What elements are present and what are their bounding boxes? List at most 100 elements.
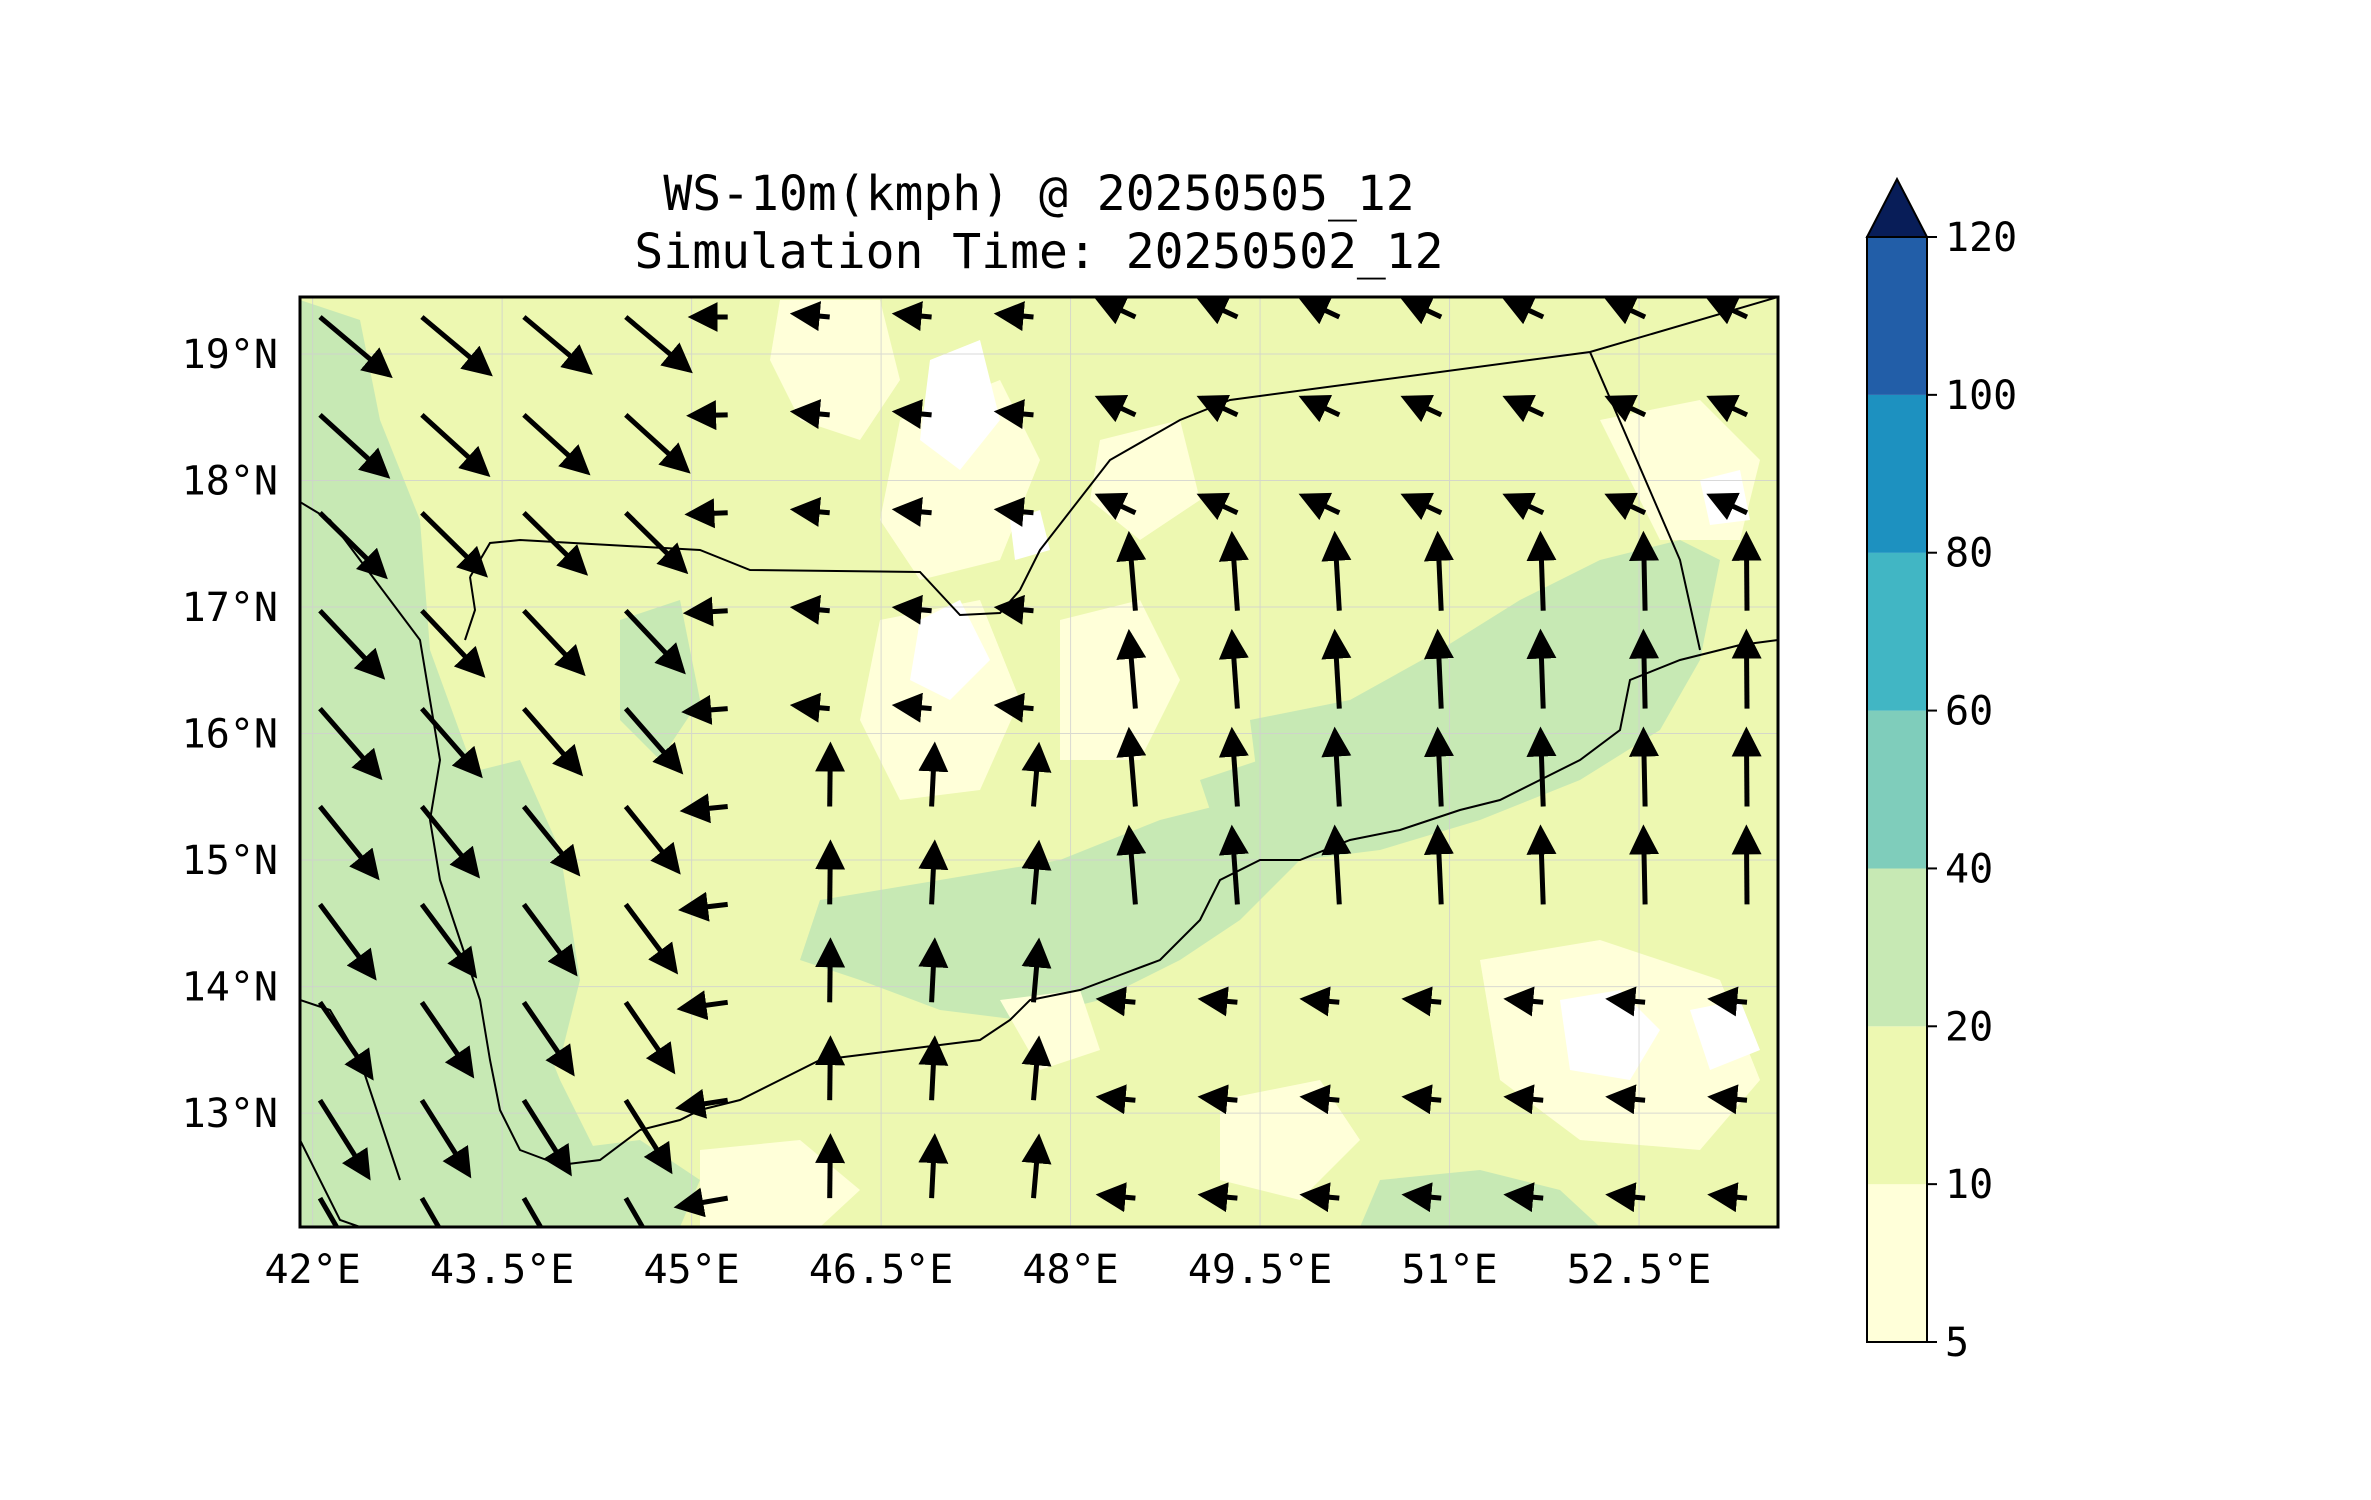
wind-arrow [789, 399, 830, 429]
wind-arrow [1605, 986, 1646, 1017]
wind-arrow [317, 1196, 340, 1227]
colorbar-label: 100 [1945, 373, 2017, 419]
wind-arrow [317, 902, 377, 981]
wind-arrow [1731, 824, 1762, 905]
map-area [300, 297, 1778, 1227]
wind-arrow [993, 301, 1034, 332]
colorbar-band [1867, 710, 1927, 869]
map-title: WS-10m(kmph) @ 20250505_12 [663, 166, 1415, 222]
wind-arrow [918, 839, 949, 905]
wind-arrow [918, 1035, 949, 1101]
wind-arrow [522, 706, 584, 777]
wind-arrow [522, 413, 591, 476]
wind-arrow [522, 511, 589, 576]
wind-arrow [318, 315, 393, 379]
wind-arrow [1526, 726, 1557, 807]
wind-arrow [1021, 1133, 1052, 1199]
x-tick-label: 48°E [1022, 1247, 1118, 1293]
wind-arrow [1321, 530, 1352, 611]
x-tick-label: 51°E [1401, 1247, 1497, 1293]
wind-arrow [1503, 1182, 1544, 1213]
wind-arrow [1196, 492, 1239, 521]
wind-arrow [624, 413, 691, 474]
wind-arrow [623, 804, 681, 875]
colorbar-band [1867, 394, 1927, 553]
wind-arrow [1218, 628, 1249, 709]
wind-arrow [1197, 986, 1238, 1017]
colorbar-band [1867, 237, 1927, 395]
wind-arrow [1604, 297, 1647, 325]
wind-arrow [1021, 1035, 1052, 1101]
wind-arrow [1299, 1182, 1340, 1213]
wind-arrow [815, 741, 846, 807]
x-tick-label: 45°E [643, 1247, 739, 1293]
wind-arrow [419, 1000, 475, 1079]
wind-arrow [623, 902, 679, 975]
y-tick-label: 17°N [182, 585, 278, 631]
x-axis-ticks: 42°E 43.5°E 45°E 46.5°E 48°E 49.5°E 51°E 52.5°E [264, 1247, 1711, 1293]
wind-arrow [420, 413, 491, 478]
colorbar-label: 10 [1945, 1162, 1993, 1208]
wind-arrow [1021, 839, 1052, 905]
wind-arrow [891, 692, 932, 723]
colorbar-band [1867, 1184, 1927, 1342]
wind-arrow [521, 1000, 575, 1077]
wind-arrow [993, 594, 1034, 625]
wind-arrow [682, 596, 728, 627]
wind-arrow [681, 694, 728, 725]
wind-arrow [1197, 1182, 1238, 1213]
colorbar-band [1867, 868, 1927, 1027]
wind-arrow [1197, 1084, 1238, 1115]
wind-arrow [420, 706, 483, 779]
wind-arrow [1116, 530, 1147, 611]
wind-arrow [1298, 394, 1341, 423]
y-tick-label: 18°N [182, 458, 278, 504]
wind-arrow [521, 804, 581, 877]
wind-arrow [1321, 824, 1352, 905]
wind-arrow [1095, 986, 1136, 1017]
wind-arrow [891, 301, 932, 332]
wind-arrow [317, 1098, 371, 1181]
wind-arrow [419, 804, 481, 879]
x-tick-label: 46.5°E [809, 1247, 954, 1293]
wind-arrow [1526, 824, 1557, 905]
wind-arrow [1021, 741, 1052, 807]
wind-arrow [317, 1000, 374, 1081]
colorbar-extend-max [1865, 176, 1929, 238]
wind-arrow [789, 496, 830, 527]
y-tick-label: 15°N [182, 838, 278, 884]
wind-arrow [1629, 824, 1660, 905]
wind-arrow [624, 511, 689, 575]
wind-arrow [1526, 530, 1557, 611]
wind-arrow [1116, 824, 1147, 905]
wind-arrow [993, 399, 1034, 429]
wind-arrow [993, 692, 1034, 723]
wind-arrow [624, 315, 693, 374]
colorbar-label: 20 [1945, 1004, 1993, 1050]
wind-arrow [1196, 297, 1239, 325]
wind-arrow [1707, 1084, 1748, 1115]
x-tick-label: 42°E [264, 1247, 360, 1293]
wind-arrow [1502, 492, 1545, 521]
wind-arrow [815, 937, 846, 1003]
wind-arrow [1401, 1084, 1442, 1115]
y-tick-label: 16°N [182, 712, 278, 758]
wind-arrow [789, 692, 830, 723]
wind-arrow [789, 301, 830, 332]
wind-arrow [675, 1088, 729, 1119]
wind-arrow [1503, 1084, 1544, 1115]
y-axis-ticks: 13°N 14°N 15°N 16°N 17°N 18°N 19°N [182, 332, 278, 1137]
wind-arrow [1299, 986, 1340, 1017]
wind-arrow [1706, 394, 1749, 423]
wind-arrow [1218, 726, 1249, 807]
wind-arrow [318, 511, 388, 580]
wind-arrow [678, 891, 728, 922]
wind-arrow [1423, 824, 1454, 905]
wind-arrow [815, 839, 846, 905]
x-tick-label: 49.5°E [1188, 1247, 1333, 1293]
wind-arrow [420, 315, 493, 377]
wind-arrow [1526, 628, 1557, 709]
wind-arrow [676, 990, 729, 1021]
wind-arrow [1218, 530, 1249, 611]
colorbar-label: 80 [1945, 531, 1993, 577]
